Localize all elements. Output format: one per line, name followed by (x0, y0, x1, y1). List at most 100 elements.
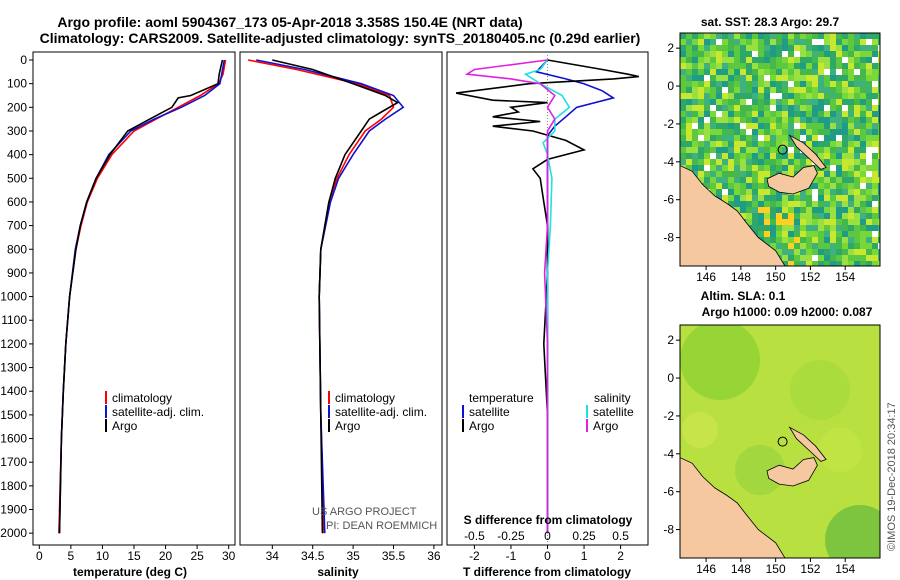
sst-cell (836, 117, 842, 123)
sst-cell (692, 87, 698, 93)
lon-tick-label: 146 (696, 270, 716, 284)
sst-cell (854, 123, 860, 129)
sst-cell (836, 153, 842, 159)
sst-cell (812, 105, 818, 111)
sst-cell (818, 51, 824, 57)
sst-cell (788, 117, 794, 123)
sst-cell (794, 129, 800, 135)
sst-cell (842, 183, 848, 189)
sst-cell (824, 117, 830, 123)
sst-cell (722, 57, 728, 63)
sst-cell (776, 63, 782, 69)
sst-cell (854, 171, 860, 177)
sst-cell (770, 231, 776, 237)
sst-cell (704, 81, 710, 87)
sst-cell (740, 45, 746, 51)
sst-cell (710, 117, 716, 123)
depth-tick-label: 700 (7, 219, 27, 233)
sst-cell (854, 111, 860, 117)
sst-cell (824, 75, 830, 81)
sst-cell (830, 45, 836, 51)
sst-cell (800, 159, 806, 165)
sst-cell (800, 87, 806, 93)
sst-cell (686, 165, 692, 171)
sst-cell (764, 45, 770, 51)
sst-cell (752, 159, 758, 165)
sst-cell (818, 243, 824, 249)
sst-cell (782, 87, 788, 93)
sst-cell (854, 177, 860, 183)
sst-cell (782, 207, 788, 213)
sst-cell (686, 99, 692, 105)
sst-cell (866, 153, 872, 159)
lat-tick-label: -8 (663, 523, 674, 537)
sst-cell (686, 141, 692, 147)
sst-cell (740, 147, 746, 153)
lon-tick-label: 152 (800, 270, 820, 284)
sst-cell (788, 255, 794, 261)
sst-cell (782, 51, 788, 57)
sst-cell (722, 75, 728, 81)
sst-cell (686, 69, 692, 75)
sst-cell (746, 123, 752, 129)
sst-cell (776, 75, 782, 81)
sst-cell (734, 129, 740, 135)
sst-cell (800, 81, 806, 87)
sst-cell (722, 123, 728, 129)
sst-cell (866, 147, 872, 153)
sst-cell (794, 39, 800, 45)
sst-cell (848, 33, 854, 39)
sst-cell (830, 111, 836, 117)
sst-cell (842, 33, 848, 39)
sst-cell (680, 33, 686, 39)
sst-cell (866, 51, 872, 57)
sst-cell (812, 129, 818, 135)
sst-cell (794, 87, 800, 93)
sst-cell (806, 141, 812, 147)
sst-cell (764, 87, 770, 93)
sst-cell (842, 231, 848, 237)
depth-tick-label: 800 (7, 242, 27, 256)
sst-cell (830, 249, 836, 255)
legend-t-argo: Argo (469, 419, 495, 433)
sst-cell (722, 33, 728, 39)
sst-cell (776, 213, 782, 219)
sst-cell (788, 111, 794, 117)
sst-cell (746, 153, 752, 159)
sst-cell (812, 255, 818, 261)
sst-cell (830, 159, 836, 165)
depth-tick-label: 1400 (0, 384, 27, 398)
depth-tick-label: 2000 (0, 526, 27, 540)
sst-cell (752, 93, 758, 99)
sst-cell (776, 141, 782, 147)
sst-cell (800, 201, 806, 207)
sst-cell (794, 123, 800, 129)
sst-cell (848, 177, 854, 183)
sst-cell (710, 189, 716, 195)
sst-cell (878, 255, 880, 261)
sst-cell (824, 249, 830, 255)
sst-cell (824, 243, 830, 249)
sst-cell (872, 219, 878, 225)
sst-cell (836, 195, 842, 201)
sst-cell (878, 171, 880, 177)
sst-cell (710, 87, 716, 93)
lat-tick-label: -4 (663, 155, 674, 169)
sst-cell (794, 93, 800, 99)
island (788, 426, 827, 462)
sst-cell (746, 117, 752, 123)
sst-cell (824, 93, 830, 99)
sst-cell (740, 33, 746, 39)
sst-cell (812, 243, 818, 249)
sst-cell (746, 171, 752, 177)
sst-cell (848, 39, 854, 45)
sst-cell (686, 81, 692, 87)
sst-cell (752, 123, 758, 129)
lat-tick-label: -4 (663, 447, 674, 461)
sst-cell (686, 117, 692, 123)
salinity-frame (239, 51, 443, 546)
sst-cell (776, 237, 782, 243)
sst-cell (800, 69, 806, 75)
sst-cell (716, 159, 722, 165)
sst-cell (782, 231, 788, 237)
